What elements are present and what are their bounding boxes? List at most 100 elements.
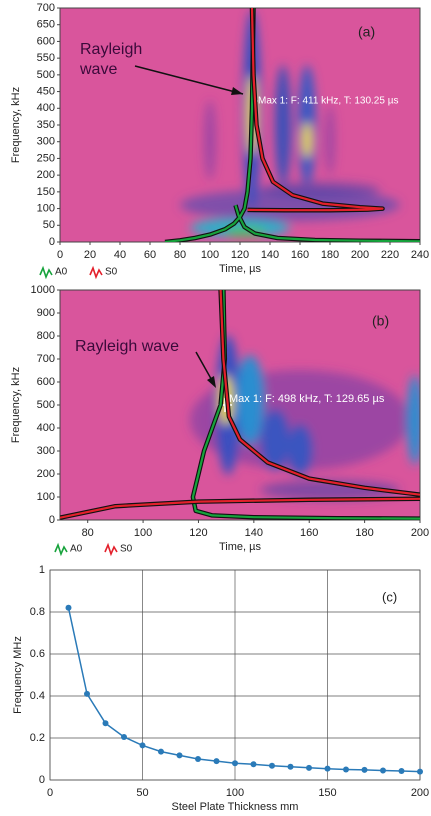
y-tick-label: 0 [49,514,55,526]
x-tick-label: 150 [318,787,336,799]
x-tick-label: 120 [231,249,249,261]
point [195,756,201,762]
y-tick-label: 0 [39,774,45,786]
x-tick-label: 220 [381,249,399,261]
y-tick-label: 800 [37,330,55,342]
x-tick-label: 120 [189,527,207,539]
y-axis-label: Frequency, kHz [10,367,22,443]
arrow-head [231,87,243,95]
annotation: Max 1: F: 411 kHz, T: 130.25 µs [258,96,398,107]
x-tick-label: 100 [201,249,219,261]
x-tick-label: 200 [411,527,429,539]
legend-label: S0 [120,544,133,555]
legend-swatch [54,542,68,557]
curves [164,8,420,242]
point [102,720,109,727]
x-tick-label: 160 [291,249,309,261]
line [67,607,421,773]
point [65,604,72,611]
x-tick-label: 140 [261,249,279,261]
spectrogram-b [60,290,420,520]
x-tick-label: 40 [114,249,126,261]
y-tick-label: 550 [37,52,55,64]
x-tick-label: 50 [136,787,148,799]
legend-label: A0 [55,267,68,278]
point [287,763,294,770]
dispersion-curve [60,290,420,519]
y-tick-label: 200 [37,169,55,181]
y-tick-label: 0.6 [30,648,45,660]
panel-label: (b) [372,313,389,329]
dispersion-curve [191,290,420,520]
x-axis-label: Time, µs [219,541,261,553]
point [158,748,164,755]
point [121,733,127,740]
x-tick-label: 0 [47,787,53,799]
x-tick-label: 80 [174,249,186,261]
point [398,767,405,774]
y-axis-label: Frequency, kHz [10,87,22,163]
legend-swatch [39,265,53,280]
x-axis-label: Steel Plate Thickness mm [172,801,299,813]
annotation: Rayleigh [80,41,142,58]
x-tick-label: 180 [355,527,373,539]
x-tick-label: 100 [226,787,244,799]
arrow [134,65,244,95]
point [417,768,423,775]
point [269,762,275,769]
x-tick-label: 80 [82,527,94,539]
y-tick-label: 200 [37,468,55,480]
y-tick-label: 600 [37,376,55,388]
y-tick-label: 0.2 [30,732,45,744]
point [213,758,220,765]
arrow-head [207,376,216,388]
x-tick-label: 200 [351,249,369,261]
y-tick-label: 350 [37,119,55,131]
point [343,766,349,773]
annotation: Max 1: F: 498 kHz, T: 129.65 µs [229,393,385,405]
legend-swatch [89,265,103,280]
annotation: Rayleigh wave [75,338,179,355]
y-axis-label: Frequency MHz [12,636,24,714]
y-tick-label: 500 [37,399,55,411]
point [324,765,331,772]
y-tick-label: 0.8 [30,606,45,618]
y-tick-label: 900 [37,307,55,319]
y-tick-label: 100 [37,202,55,214]
y-tick-label: 300 [37,136,55,148]
y-tick-label: 0 [49,236,55,248]
x-tick-label: 160 [300,527,318,539]
plot-frame [49,569,421,781]
y-tick-label: 1 [39,564,45,576]
y-tick-label: 600 [37,35,55,47]
x-axis-label: Time, µs [219,263,261,275]
annotation: wave [79,61,117,78]
spectrogram-a [60,8,420,242]
x-tick-label: 20 [84,249,96,261]
point [361,766,368,773]
dispersion-curve [247,8,384,212]
panel-label: (a) [358,24,375,40]
x-tick-label: 0 [57,249,63,261]
x-tick-label: 240 [411,249,429,261]
x-tick-label: 60 [144,249,156,261]
point [176,752,183,759]
x-tick-label: 140 [245,527,263,539]
y-tick-label: 50 [43,219,55,231]
y-tick-label: 400 [37,422,55,434]
panel-label: (c) [382,589,397,604]
x-tick-label: 180 [321,249,339,261]
point [306,764,312,771]
x-tick-label: 200 [411,787,429,799]
y-tick-label: 650 [37,19,55,31]
y-tick-label: 300 [37,445,55,457]
point [380,767,386,774]
y-tick-label: 700 [37,2,55,14]
y-tick-label: 700 [37,353,55,365]
point [139,742,146,749]
y-tick-label: 450 [37,85,55,97]
y-tick-label: 150 [37,186,55,198]
legend-label: A0 [70,544,83,555]
y-tick-label: 1000 [31,284,55,296]
